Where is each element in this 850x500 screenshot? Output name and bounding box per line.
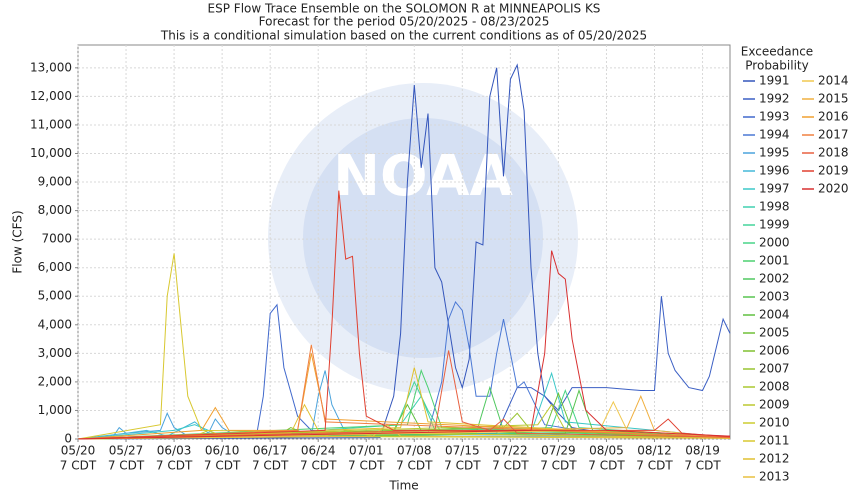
- series-line: [77, 385, 731, 440]
- legend-title: Probability: [745, 59, 808, 73]
- legend-label: 2007: [759, 362, 790, 376]
- legend-label: 2014: [818, 74, 849, 88]
- y-tick-label: 1,000: [38, 403, 72, 417]
- legend-label: 2013: [759, 470, 790, 484]
- legend-label: 1991: [759, 74, 790, 88]
- y-tick-label: 12,000: [30, 89, 72, 103]
- x-tick-sublabel: 7 CDT: [300, 459, 337, 473]
- x-tick-sublabel: 7 CDT: [540, 459, 577, 473]
- series-line: [77, 301, 731, 440]
- y-tick-label: 7000: [41, 232, 72, 246]
- series-line: [77, 367, 731, 440]
- legend-label: 1992: [759, 92, 790, 106]
- series-line: [77, 394, 731, 440]
- legend-label: 2017: [818, 128, 849, 142]
- x-axis-label: Time: [388, 479, 418, 493]
- x-tick-sublabel: 7 CDT: [588, 459, 625, 473]
- x-tick-label: 07/29: [541, 444, 576, 458]
- legend-label: 1994: [759, 128, 790, 142]
- y-tick-label: 5,000: [38, 289, 72, 303]
- legend-label: 1998: [759, 200, 790, 214]
- x-tick-sublabel: 7 CDT: [204, 459, 241, 473]
- x-tick-sublabel: 7 CDT: [60, 459, 97, 473]
- series-line: [77, 370, 731, 440]
- legend-label: 1993: [759, 110, 790, 124]
- series-line: [77, 190, 731, 440]
- legend-label: 2018: [818, 146, 849, 160]
- watermark: NOAA: [268, 83, 578, 393]
- x-tick-label: 07/15: [445, 444, 480, 458]
- series-line: [77, 253, 731, 440]
- x-tick-label: 05/20: [61, 444, 96, 458]
- legend-label: 2003: [759, 290, 790, 304]
- y-tick-label: 13,000: [30, 60, 72, 74]
- legend-label: 2019: [818, 164, 849, 178]
- y-tick-label: 4,000: [38, 317, 72, 331]
- legend-label: 2020: [818, 182, 849, 196]
- legend-label: 2015: [818, 92, 849, 106]
- legend-label: 1996: [759, 164, 790, 178]
- x-tick-label: 08/05: [589, 444, 624, 458]
- x-tick-label: 06/17: [253, 444, 288, 458]
- y-tick-label: 8,000: [38, 203, 72, 217]
- x-tick-sublabel: 7 CDT: [108, 459, 145, 473]
- legend-label: 2009: [759, 398, 790, 412]
- x-tick-label: 08/19: [685, 444, 720, 458]
- legend-label: 2008: [759, 380, 790, 394]
- series-line: [77, 344, 731, 440]
- legend-label: 2006: [759, 344, 790, 358]
- chart-subtitle: Forecast for the period 05/20/2025 - 08/…: [259, 15, 550, 29]
- legend-label: 1995: [759, 146, 790, 160]
- legend-label: 2004: [759, 308, 790, 322]
- legend-label: 2010: [759, 416, 790, 430]
- x-tick-label: 08/12: [637, 444, 672, 458]
- legend-label: 2000: [759, 236, 790, 250]
- x-tick-label: 06/24: [301, 444, 336, 458]
- y-tick-label: 9,000: [38, 175, 72, 189]
- y-tick-label: 6,000: [38, 260, 72, 274]
- x-tick-label: 06/10: [205, 444, 240, 458]
- legend-label: 2011: [759, 434, 790, 448]
- series-line: [77, 63, 731, 440]
- x-tick-sublabel: 7 CDT: [156, 459, 193, 473]
- x-tick-label: 07/08: [397, 444, 432, 458]
- x-tick-label: 06/03: [157, 444, 192, 458]
- x-tick-sublabel: 7 CDT: [348, 459, 385, 473]
- legend-label: 2012: [759, 452, 790, 466]
- y-tick-label: 2,000: [38, 374, 72, 388]
- legend-label: 1999: [759, 218, 790, 232]
- y-tick-label: 11,000: [30, 117, 72, 131]
- x-tick-sublabel: 7 CDT: [444, 459, 481, 473]
- x-tick-label: 05/27: [109, 444, 144, 458]
- watermark-text: NOAA: [333, 144, 513, 209]
- series-line: [77, 296, 731, 440]
- y-tick-label: 10,000: [30, 146, 72, 160]
- chart-title: ESP Flow Trace Ensemble on the SOLOMON R…: [208, 2, 601, 16]
- x-tick-sublabel: 7 CDT: [636, 459, 673, 473]
- legend-label: 1997: [759, 182, 790, 196]
- watermark-disc: [303, 118, 543, 358]
- series-line: [77, 388, 731, 440]
- legend-label: 2001: [759, 254, 790, 268]
- series-line: [77, 250, 731, 440]
- legend-label: 2005: [759, 326, 790, 340]
- chart-note: This is a conditional simulation based o…: [160, 29, 647, 43]
- x-tick-sublabel: 7 CDT: [492, 459, 529, 473]
- x-tick-label: 07/22: [493, 444, 528, 458]
- x-tick-sublabel: 7 CDT: [684, 459, 721, 473]
- legend-title: Exceedance: [741, 45, 813, 59]
- legend-label: 2002: [759, 272, 790, 286]
- x-tick-sublabel: 7 CDT: [252, 459, 289, 473]
- legend-label: 2016: [818, 110, 849, 124]
- y-tick-label: 0: [64, 432, 72, 446]
- series-line: [77, 412, 731, 440]
- x-tick-sublabel: 7 CDT: [396, 459, 433, 473]
- series-line: [77, 368, 731, 440]
- y-axis-label: Flow (CFS): [11, 210, 25, 273]
- y-tick-label: 3,000: [38, 346, 72, 360]
- x-tick-label: 07/01: [349, 444, 384, 458]
